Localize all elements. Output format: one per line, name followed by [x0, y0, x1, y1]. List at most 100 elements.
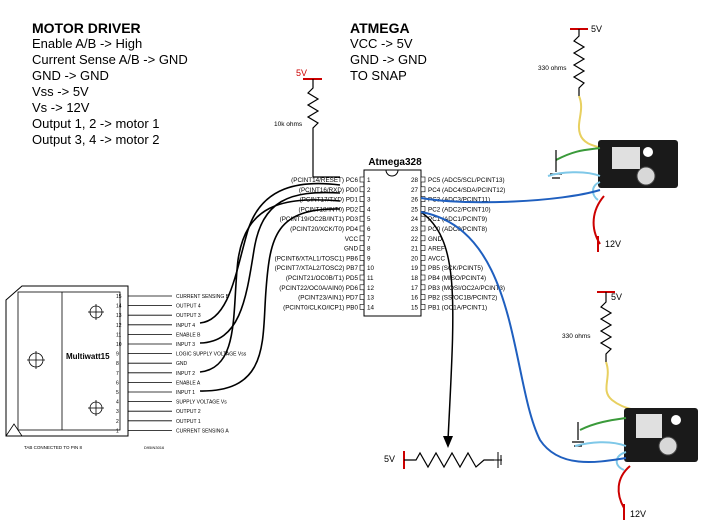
sensor2-resistor-label: 330 ohms — [562, 333, 591, 340]
wire-pd3-input1 — [199, 208, 341, 392]
chip-right-pin-num: 24 — [411, 216, 419, 223]
sensor2-cyan-wire — [574, 441, 627, 447]
multiwatt-pin-label: ENABLE B — [176, 332, 201, 338]
sensor1-12v-label: 12V — [605, 239, 621, 249]
chip-pin-box — [420, 235, 426, 242]
chip-right-pin-label: GND — [428, 236, 442, 243]
sensor2-resistor — [599, 292, 613, 362]
motor-driver-line: Output 1, 2 -> motor 1 — [32, 116, 160, 131]
chip-left-pin-label: (PCINT20/XCK/T0) PD4 — [290, 226, 358, 233]
chip-right-pin-label: PC1 (ADC1/PCINT9) — [428, 216, 487, 223]
chip-left-pin-num: 12 — [367, 285, 375, 292]
multiwatt-pin-label: LOGIC SUPPLY VOLTAGE Vss — [176, 352, 247, 358]
chip-pin-box — [359, 294, 365, 300]
chip-pin-box — [420, 215, 426, 222]
pot-resistor — [404, 451, 494, 469]
sensor1-resistor-label: 330 ohms — [538, 65, 567, 72]
chip-pin-box — [359, 274, 365, 281]
sensor2-ground — [572, 422, 584, 447]
atmega-line: TO SNAP — [350, 68, 407, 83]
chip-right-pin-label: PB1 (OC1A/PCINT1) — [428, 304, 487, 311]
motor-driver-line: Vss -> 5V — [32, 84, 89, 99]
wire-pd1-input3 — [199, 191, 341, 344]
chip-pin-box — [359, 235, 365, 242]
sensor1-face — [612, 147, 640, 169]
wire-pd2-input2 — [199, 199, 341, 373]
multiwatt-pin-num: 12 — [116, 323, 122, 329]
chip-right-pin-num: 25 — [411, 206, 419, 213]
chip-pin-box — [420, 186, 426, 193]
multiwatt-pin-num: 5 — [116, 390, 119, 396]
sensor-1: 5V 330 ohms 12V — [420, 24, 678, 252]
multiwatt-pin-label: CURRENT SENSING B — [176, 294, 230, 300]
chip-left-pin-num: 11 — [367, 275, 374, 282]
chip-right-pin-label: AREF — [428, 246, 445, 253]
atmega-line: GND -> GND — [350, 52, 427, 67]
multiwatt-pin-num: 9 — [116, 352, 119, 358]
multiwatt-pin-label: GND — [176, 361, 188, 367]
multiwatt-pin-num: 10 — [116, 342, 122, 348]
multiwatt-pin-num: 1 — [116, 428, 119, 434]
chip-pin-box — [420, 274, 426, 281]
sensor2-face — [636, 414, 662, 438]
multiwatt-pin-num: 2 — [116, 419, 119, 425]
motor-driver-notes: MOTOR DRIVER Enable A/B -> High Current S… — [32, 20, 188, 148]
chip-right-pin-num: 20 — [411, 255, 419, 262]
reset-pullup: 5V 10k ohms — [274, 68, 340, 178]
chip-left-pin-num: 9 — [367, 255, 371, 262]
chip-pin-box — [359, 225, 365, 232]
reset-resistor — [306, 79, 340, 178]
chip-right-pin-label: PC0 (ADC0/PCINT8) — [428, 226, 487, 233]
chip-left-pin-num: 7 — [367, 236, 371, 243]
chip-pin-box — [359, 304, 365, 310]
atmega-line: VCC -> 5V — [350, 36, 413, 51]
chip-pin-box — [359, 245, 365, 251]
chip-left-pins: (PCINT14/RESET) PC6 1 (PCINT16/RXD) PD0 2 (P… — [275, 176, 375, 311]
multiwatt15-package: Multiwatt15 TAB CONNECTED TO PIN 8 D95IN… — [5, 285, 247, 450]
chip-pin-box — [420, 245, 426, 251]
chip-right-pin-num: 16 — [411, 295, 419, 302]
chip-right-pin-num: 15 — [411, 304, 419, 311]
motor-driver-lines: Enable A/B -> High Current Sense A/B -> G… — [32, 36, 188, 148]
chip-left-pin-label: (PCINT23/AIN1) PD7 — [298, 295, 358, 302]
chip-pin-box — [420, 284, 426, 291]
sensor2-blue-wire — [420, 211, 627, 463]
chip-right-pin-label: PB2 (SS/OC1B/PCINT2) — [428, 295, 497, 302]
chip-body — [363, 169, 422, 317]
multiwatt-pin-label: OUTPUT 3 — [176, 313, 201, 319]
multiwatt-pin-label: OUTPUT 2 — [176, 409, 201, 415]
chip-left-pin-num: 1 — [367, 177, 371, 184]
chip-right-pins: 28 PC5 (ADC5/SCL/PCINT13) 27 PC4 (ADC4/SDA/… — [411, 176, 505, 311]
chip-pin-box — [359, 264, 365, 271]
sensor1-blue-wire — [420, 189, 601, 204]
reset-supply-label: 5V — [296, 68, 307, 78]
multiwatt-pin-label: OUTPUT 1 — [176, 419, 201, 425]
multiwatt-pin-num: 3 — [116, 409, 119, 415]
chip-left-pin-num: 13 — [367, 295, 375, 302]
motor-driver-line: Enable A/B -> High — [32, 36, 143, 51]
chip-pin-box — [359, 255, 365, 261]
chip-right-pin-num: 19 — [411, 265, 419, 272]
multiwatt-pin-label: INPUT 1 — [176, 390, 195, 396]
sensor1-disk — [636, 166, 656, 186]
multiwatt-pin-label: ENABLE A — [176, 380, 201, 386]
chip-pin-box — [420, 225, 426, 232]
chip-left-pin-num: 2 — [367, 187, 371, 194]
multiwatt-pin-label: OUTPUT 4 — [176, 304, 201, 310]
package-heatsink — [5, 285, 129, 437]
package-body — [17, 291, 121, 431]
sensor1-cyan-wire — [547, 171, 601, 177]
chip-right-pin-num: 22 — [411, 236, 419, 243]
motor-driver-line: Vs -> 12V — [32, 100, 90, 115]
pot-wiper-arrow — [443, 436, 453, 448]
multiwatt-pin-label: INPUT 2 — [176, 371, 195, 377]
potentiometer: 5V — [384, 211, 502, 469]
chip-pin-box — [359, 176, 365, 183]
chip-pin-box — [359, 284, 365, 291]
chip-left-pin-label: (PCINT14/RESET) PC6 — [291, 177, 358, 184]
multiwatt-pin-num: 4 — [116, 400, 119, 406]
sensor1-led — [643, 147, 653, 157]
chip-pin-box — [359, 196, 365, 202]
motor-driver-line: Output 3, 4 -> motor 2 — [32, 132, 160, 147]
